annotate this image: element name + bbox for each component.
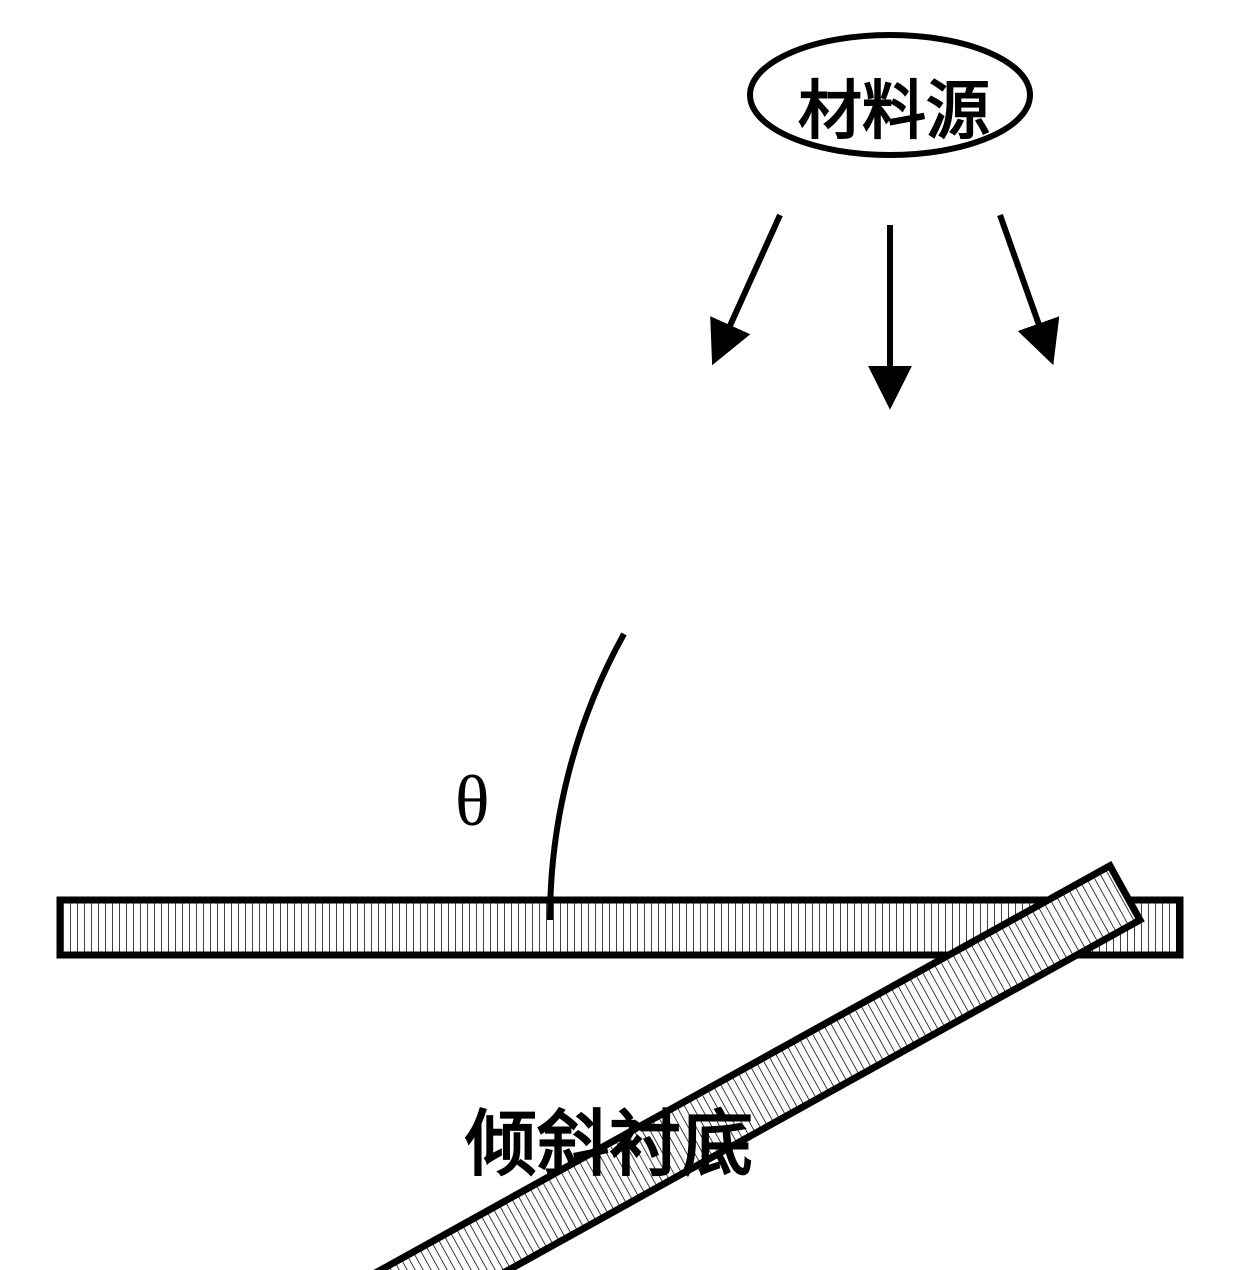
source-label: 材料源: [798, 60, 990, 152]
caption-label: 倾斜衬底: [465, 1085, 753, 1190]
angle-label: θ: [455, 760, 490, 843]
diagram-container: 材料源 θ 倾斜衬底: [0, 0, 1240, 1270]
diagram-svg: [0, 0, 1240, 1270]
